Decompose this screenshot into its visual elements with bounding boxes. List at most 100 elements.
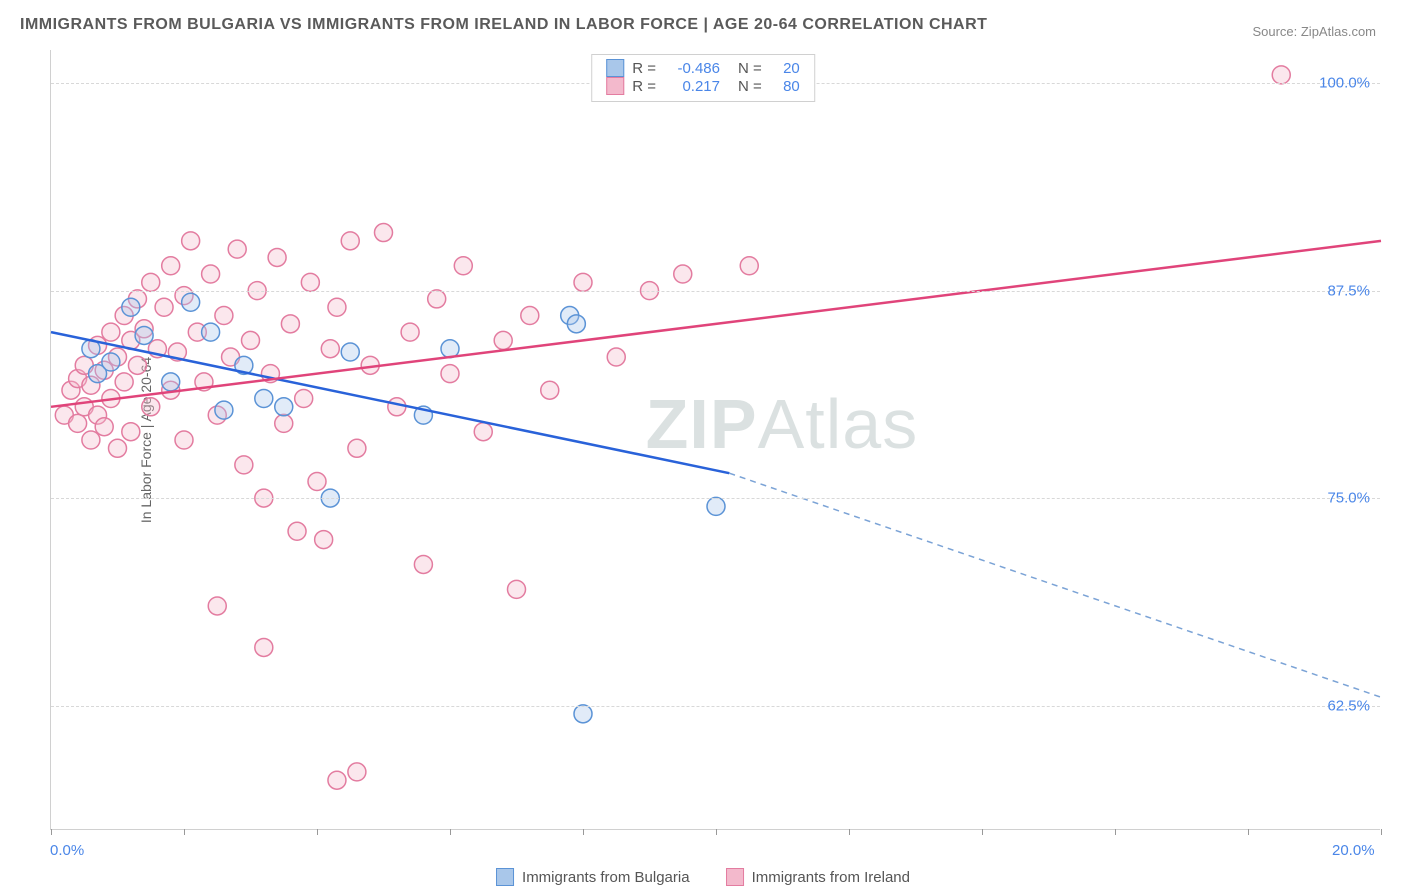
scatter-svg (51, 50, 1380, 829)
data-point (268, 248, 286, 266)
legend-r-value: 0.217 (664, 78, 720, 95)
data-point (202, 323, 220, 341)
data-point (69, 414, 87, 432)
data-point (208, 597, 226, 615)
legend-correlation: R = -0.486 N = 20 R = 0.217 N = 80 (591, 54, 815, 102)
legend-n-value: 80 (770, 78, 800, 95)
x-tick-label: 0.0% (50, 842, 84, 859)
data-point (574, 273, 592, 291)
data-point (122, 298, 140, 316)
data-point (235, 456, 253, 474)
data-point (275, 414, 293, 432)
legend-n-label: N = (738, 78, 762, 95)
legend-r-value: -0.486 (664, 60, 720, 77)
data-point (401, 323, 419, 341)
data-point (740, 257, 758, 275)
data-point (115, 373, 133, 391)
data-point (102, 353, 120, 371)
legend-n-label: N = (738, 60, 762, 77)
legend-n-value: 20 (770, 60, 800, 77)
data-point (375, 224, 393, 242)
trend-line (51, 241, 1381, 407)
data-point (315, 531, 333, 549)
data-point (474, 423, 492, 441)
data-point (414, 555, 432, 573)
data-point (128, 356, 146, 374)
x-tick (716, 829, 717, 835)
data-point (607, 348, 625, 366)
legend-r-label: R = (632, 60, 656, 77)
legend-series-item: Immigrants from Ireland (726, 868, 910, 886)
data-point (341, 343, 359, 361)
y-tick-label: 100.0% (1319, 75, 1370, 92)
data-point (341, 232, 359, 250)
legend-r-label: R = (632, 78, 656, 95)
data-point (541, 381, 559, 399)
data-point (275, 398, 293, 416)
data-point (228, 240, 246, 258)
legend-swatch (726, 868, 744, 886)
data-point (508, 580, 526, 598)
data-point (494, 331, 512, 349)
x-tick (1115, 829, 1116, 835)
data-point (288, 522, 306, 540)
x-tick (849, 829, 850, 835)
data-point (175, 431, 193, 449)
y-tick-label: 87.5% (1327, 282, 1370, 299)
data-point (162, 257, 180, 275)
data-point (202, 265, 220, 283)
legend-correlation-row: R = 0.217 N = 80 (606, 77, 800, 95)
plot-area: In Labor Force | Age 20-64 ZIPAtlas 62.5… (50, 50, 1380, 830)
data-point (82, 431, 100, 449)
data-point (135, 326, 153, 344)
data-point (142, 398, 160, 416)
gridline (51, 291, 1380, 292)
data-point (707, 497, 725, 515)
x-tick (184, 829, 185, 835)
legend-series: Immigrants from Bulgaria Immigrants from … (496, 868, 910, 886)
data-point (521, 307, 539, 325)
x-tick (1248, 829, 1249, 835)
data-point (102, 323, 120, 341)
x-tick (982, 829, 983, 835)
source-attribution: Source: ZipAtlas.com (1252, 24, 1376, 39)
data-point (301, 273, 319, 291)
data-point (321, 340, 339, 358)
chart-title: IMMIGRANTS FROM BULGARIA VS IMMIGRANTS F… (20, 16, 987, 34)
legend-series-label: Immigrants from Ireland (752, 869, 910, 886)
data-point (454, 257, 472, 275)
data-point (295, 390, 313, 408)
data-point (388, 398, 406, 416)
data-point (142, 273, 160, 291)
x-tick (51, 829, 52, 835)
data-point (1272, 66, 1290, 84)
data-point (328, 298, 346, 316)
x-tick (583, 829, 584, 835)
data-point (95, 418, 113, 436)
x-tick (450, 829, 451, 835)
legend-swatch (606, 77, 624, 95)
x-tick-label: 20.0% (1332, 842, 1375, 859)
data-point (255, 390, 273, 408)
data-point (215, 307, 233, 325)
data-point (281, 315, 299, 333)
x-tick (1381, 829, 1382, 835)
data-point (574, 705, 592, 723)
data-point (348, 439, 366, 457)
data-point (215, 401, 233, 419)
data-point (348, 763, 366, 781)
x-tick (317, 829, 318, 835)
data-point (428, 290, 446, 308)
data-point (182, 232, 200, 250)
data-point (308, 472, 326, 490)
data-point (242, 331, 260, 349)
legend-series-label: Immigrants from Bulgaria (522, 869, 690, 886)
legend-swatch (496, 868, 514, 886)
data-point (109, 439, 127, 457)
legend-swatch (606, 59, 624, 77)
legend-series-item: Immigrants from Bulgaria (496, 868, 690, 886)
y-tick-label: 75.0% (1327, 490, 1370, 507)
data-point (255, 638, 273, 656)
data-point (162, 373, 180, 391)
data-point (441, 365, 459, 383)
